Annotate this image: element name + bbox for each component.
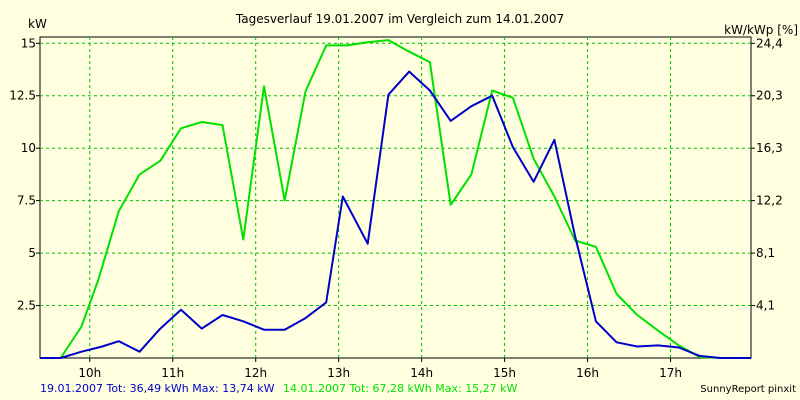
legend-series-2: 14.01.2007 Tot: 67,28 kWh Max: 15,27 kW [283,382,518,395]
x-tick-label: 15h [493,366,516,380]
x-tick-label: 11h [161,366,184,380]
chart-title: Tagesverlauf 19.01.2007 im Vergleich zum… [235,12,564,26]
x-tick-label: 14h [410,366,433,380]
axis-ticks: 2.5 4,1 5 8,1 7.5 12,2 10 16,3 12.5 20,3 15 24,4 10h… [9,36,782,380]
left-axis-unit: kW [28,17,47,31]
credit-text: SunnyReport pinxit [700,384,796,395]
right-tick-label: 4,1 [756,299,775,313]
legend-series-1: 19.01.2007 Tot: 36,49 kWh Max: 13,74 kW [40,382,275,395]
x-tick-label: 17h [659,366,682,380]
x-tick-label: 10h [78,366,101,380]
x-tick-label: 16h [576,366,599,380]
left-tick-label: 7.5 [17,194,36,208]
right-axis-unit: kW/kWp [%] [724,23,798,37]
left-tick-label: 12.5 [9,89,36,103]
right-tick-label: 12,2 [756,194,783,208]
left-tick-label: 2.5 [17,299,36,313]
x-tick-label: 12h [244,366,267,380]
right-tick-label: 8,1 [756,246,775,260]
plot-area [39,36,752,359]
series-line-1 [40,70,751,359]
left-tick-label: 10 [21,141,36,155]
right-tick-label: 20,3 [756,89,783,103]
right-tick-label: 24,4 [756,36,783,50]
legend: 19.01.2007 Tot: 36,49 kWh Max: 13,74 kW … [40,382,518,395]
right-tick-label: 16,3 [756,141,783,155]
series-line-2 [40,39,751,359]
left-tick-label: 5 [28,246,36,260]
series-lines [40,39,751,359]
left-tick-label: 15 [21,36,36,50]
x-tick-label: 13h [327,366,350,380]
